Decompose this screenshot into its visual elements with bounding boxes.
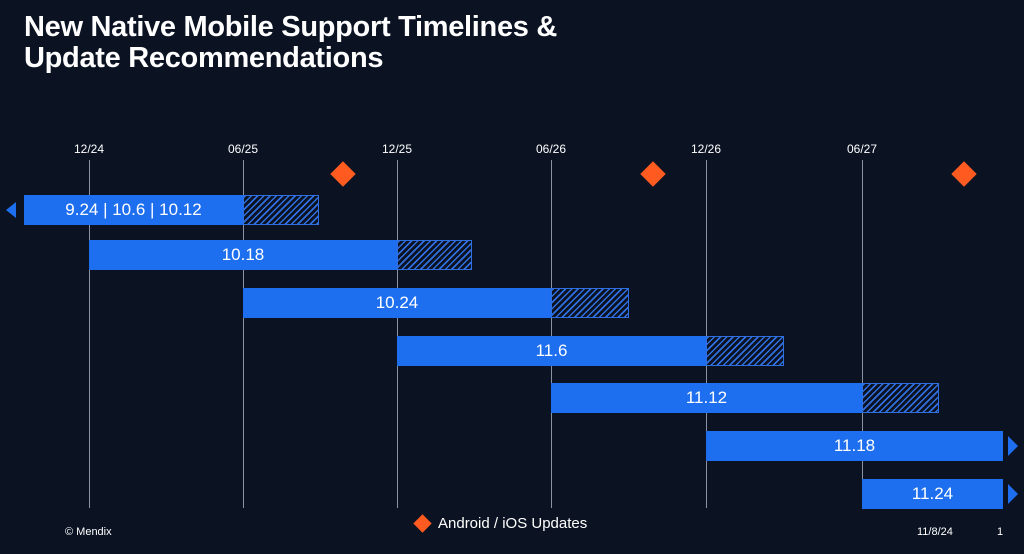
- legend: Android / iOS Updates: [413, 514, 588, 533]
- version-label: 11.24: [911, 484, 954, 503]
- version-bar-11-18: 11.18: [706, 431, 1003, 461]
- version-bar-11-6: 11.6: [397, 336, 706, 366]
- version-label: 9.24 | 10.6 | 10.12: [65, 200, 202, 219]
- tick-label-0625: 06/25: [227, 142, 259, 156]
- version-label: 10.18: [221, 245, 265, 264]
- version-bar-11-12: 11.12: [551, 383, 862, 413]
- footer-page-number: 1: [997, 526, 1004, 538]
- tick-label-1224: 12/24: [73, 142, 105, 156]
- gridline-1226: [706, 160, 707, 508]
- update-marker-diamond-icon: [951, 161, 977, 187]
- gridline-1225: [397, 160, 398, 508]
- tick-label-0626: 06/26: [535, 142, 567, 156]
- version-bar-10-24: 10.24: [243, 288, 551, 318]
- version-label: 11.12: [685, 388, 728, 407]
- update-marker-diamond-icon: [330, 161, 356, 187]
- extended-support-hatch: [397, 240, 472, 270]
- version-bar-9-24-10-6-10-12: 9.24 | 10.6 | 10.12: [24, 195, 243, 225]
- gridline-1224: [89, 160, 90, 508]
- footer-copyright: © Mendix: [65, 526, 112, 538]
- extended-support-hatch: [551, 288, 629, 318]
- continues-earlier-arrow-icon: [6, 202, 16, 218]
- extended-support-hatch: [706, 336, 784, 366]
- update-marker-diamond-icon: [640, 161, 666, 187]
- tick-label-0627: 06/27: [846, 142, 878, 156]
- version-bar-11-24: 11.24: [862, 479, 1003, 509]
- extended-support-hatch: [243, 195, 319, 225]
- slide-title: New Native Mobile Support Timelines & Up…: [24, 12, 557, 74]
- version-label: 10.24: [375, 293, 419, 312]
- legend-diamond-icon: [413, 514, 432, 533]
- gridline-0627: [862, 160, 863, 508]
- gridline-0626: [551, 160, 552, 508]
- title-line-1: New Native Mobile Support Timelines &: [24, 11, 558, 43]
- tick-label-1225: 12/25: [381, 142, 413, 156]
- legend-label: Android / iOS Updates: [438, 515, 588, 532]
- version-label: 11.6: [535, 341, 568, 360]
- title-line-2: Update Recommendations: [24, 42, 384, 74]
- version-bar-10-18: 10.18: [89, 240, 397, 270]
- continues-later-arrow-icon: [1008, 436, 1018, 456]
- continues-later-arrow-icon: [1008, 484, 1018, 504]
- extended-support-hatch: [862, 383, 939, 413]
- version-label: 11.18: [833, 436, 876, 455]
- footer-date: 11/8/24: [917, 526, 953, 538]
- tick-label-1226: 12/26: [690, 142, 722, 156]
- gridline-0625: [243, 160, 244, 508]
